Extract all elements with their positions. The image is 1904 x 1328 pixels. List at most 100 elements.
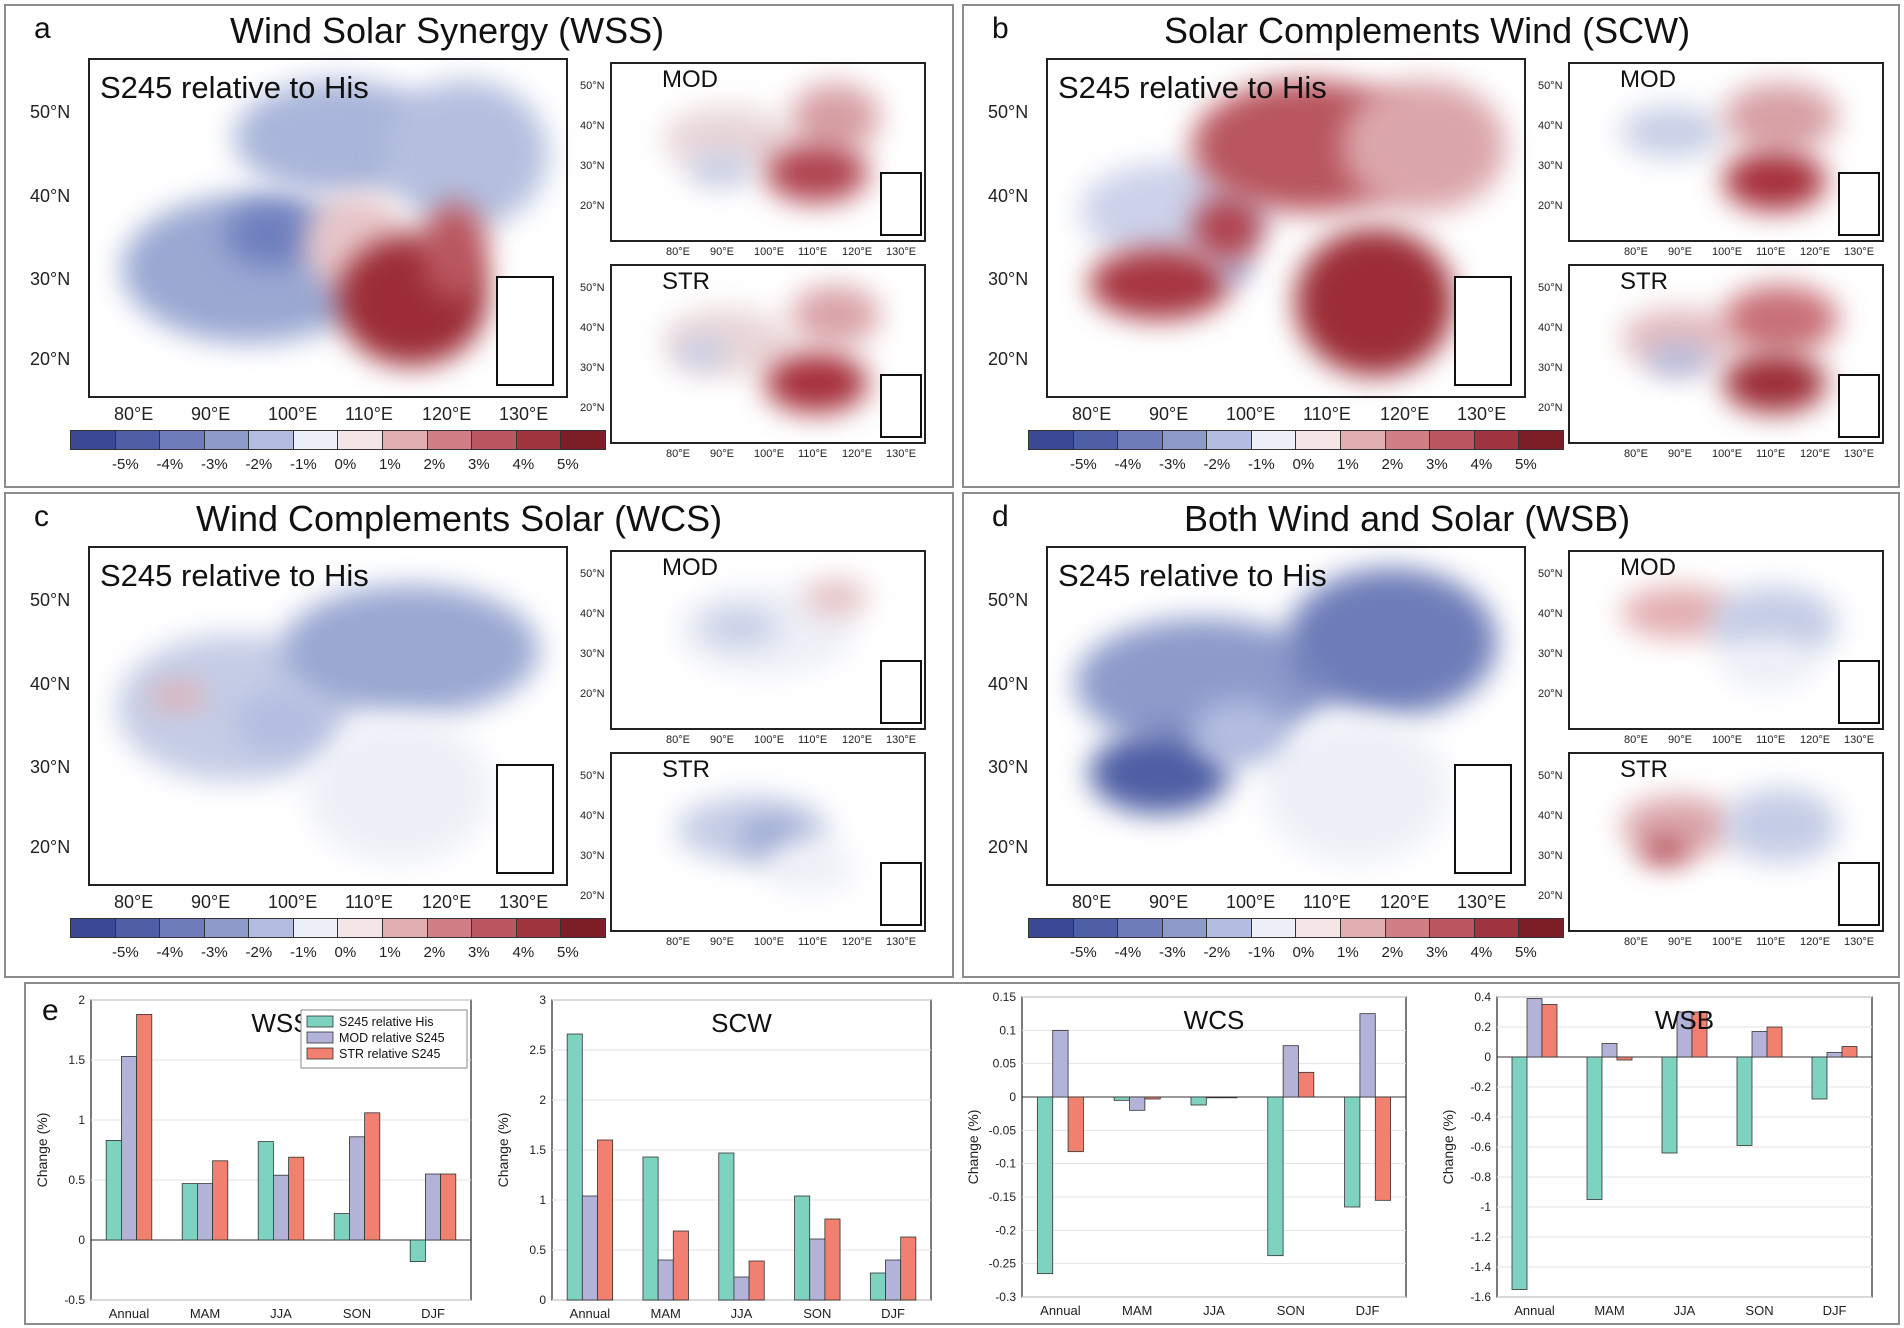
main-map-frame [1046,546,1526,886]
mod-map-shading-region [803,578,868,616]
lat-tick-label: 50°N [580,282,605,294]
lat-tick-label: 20°N [1538,402,1563,414]
str-map-frame [610,752,926,932]
lat-tick-label: 50°N [30,590,71,610]
colorbar-swatch [1296,919,1342,937]
lon-tick-label: 100°E [1226,404,1276,424]
str-map-shading-region [1638,840,1690,863]
lon-tick-label: 110°E [1303,892,1351,912]
lat-tick-label: 30°N [580,648,605,660]
colorbar-label: 1% [379,944,401,961]
lat-tick-label: 20°N [580,200,605,212]
lat-tick-label: 30°N [1538,362,1563,374]
lon-tick-label: 80°E [1624,246,1648,258]
colorbar-swatch [383,919,428,937]
lon-tick-label: 130°E [886,936,917,948]
colorbar-swatch [115,431,161,449]
colorbar-label: 4% [1470,944,1493,961]
colorbar-label: -4% [1114,944,1142,961]
lon-tick-label: 100°E [1226,892,1276,912]
main-map-shading-region [421,201,488,301]
colorbar-label: -2% [245,944,273,961]
colorbar-label: -3% [1159,456,1186,473]
lat-tick-label: 20°N [1538,688,1563,700]
str-map-shading-region [765,352,868,413]
colorbar-label: -4% [156,944,184,961]
panel-letter: a [34,12,51,45]
str-map-shading-region [1646,345,1711,375]
colorbar-label: -3% [1159,944,1186,961]
lat-tick-label: 40°N [30,674,71,694]
colorbar-swatch [249,431,294,449]
lon-tick-label: 130°E [1844,936,1875,948]
colorbar-swatch [1162,919,1208,937]
main-map-shading-region [1295,228,1455,376]
lon-tick-label: 90°E [710,246,734,258]
main-map-label: S245 relative to His [100,70,369,105]
lat-tick-label: 40°N [580,322,605,334]
colorbar-label: -2% [1203,456,1231,473]
main-map-shading-region [1089,247,1230,320]
main-map-label: S245 relative to His [1058,558,1327,593]
colorbar-label: -5% [1070,456,1097,473]
lat-tick-label: 50°N [580,568,605,580]
colorbar-label: -5% [112,456,139,473]
colorbar-label: -5% [112,944,139,961]
lon-tick-label: 120°E [842,448,873,460]
lon-tick-label: 100°E [754,936,785,948]
lon-tick-label: 90°E [191,892,231,912]
lat-tick-label: 40°N [1538,810,1563,822]
main-map-frame [1046,58,1526,398]
lon-tick-label: 120°E [842,246,873,258]
panel-letter: e [42,994,59,1027]
mod-map-shading-region [701,608,778,646]
colorbar-label: 0% [334,944,357,961]
lon-tick-label: 120°E [842,734,873,746]
colorbar-label: 5% [557,944,579,961]
main-map-shading-region [1286,568,1497,716]
lon-tick-label: 80°E [666,936,690,948]
lat-tick-label: 50°N [1538,282,1563,294]
colorbar-label: -2% [245,456,273,473]
lat-tick-label: 50°N [1538,568,1563,580]
lon-tick-label: 90°E [710,448,734,460]
lon-tick-label: 90°E [710,734,734,746]
lon-tick-label: 80°E [114,892,154,912]
lon-tick-label: 80°E [1072,892,1112,912]
lon-tick-label: 120°E [422,892,472,912]
mod-map-shading-region [1723,83,1839,151]
colorbar-swatch [293,919,339,937]
str-map-frame [1568,264,1884,444]
panel-e [24,982,1900,1325]
south-china-sea-inset [1838,862,1880,926]
panel-title: Wind Complements Solar (WCS) [196,498,723,539]
colorbar-label: -1% [290,944,317,961]
south-china-sea-inset [496,764,554,874]
colorbar-swatch [338,919,384,937]
lat-tick-label: 40°N [580,120,605,132]
colorbar-swatch [1251,919,1297,937]
lon-tick-label: 90°E [1668,246,1692,258]
str-map-shading-region [790,285,881,345]
lon-tick-label: 130°E [499,892,549,912]
lat-tick-label: 40°N [580,608,605,620]
colorbar [1028,430,1564,450]
colorbar-swatch [71,919,116,937]
colorbar-label: 4% [512,456,535,473]
colorbar-swatch [427,919,473,937]
lat-tick-label: 40°N [988,186,1029,206]
colorbar-swatch [1207,919,1252,937]
mod-map-shading-region [688,150,753,188]
main-map-label: S245 relative to His [1058,70,1327,105]
lat-tick-label: 50°N [1538,80,1563,92]
colorbar-swatch [1474,919,1520,937]
colorbar-swatch [1029,431,1074,449]
lon-tick-label: 80°E [666,734,690,746]
lat-tick-label: 30°N [580,160,605,172]
colorbar-swatch [1207,431,1252,449]
lon-tick-label: 80°E [1072,404,1112,424]
lon-tick-label: 100°E [1712,448,1743,460]
lon-tick-label: 100°E [754,246,785,258]
colorbar-label: 2% [423,456,446,473]
south-china-sea-inset [880,862,922,926]
